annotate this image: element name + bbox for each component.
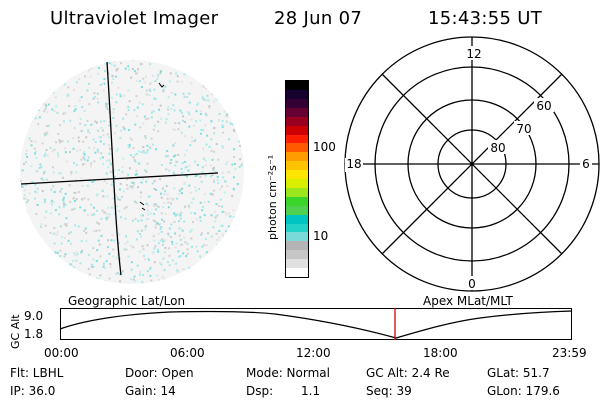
- observation-time: 15:43:55 UT: [428, 8, 543, 29]
- colorbar: [285, 80, 309, 278]
- mode-readout: Mode: Normal: [246, 366, 330, 380]
- dsp-value: 1.1: [301, 384, 321, 398]
- colorbar-segment: [286, 170, 308, 180]
- lat-label-60: 60: [536, 99, 551, 113]
- mlt-label-12: 12: [466, 47, 481, 61]
- time-tick-1200: 12:00: [296, 346, 331, 360]
- colorbar-segment: [286, 152, 308, 162]
- coast-mark-north: [158, 82, 165, 88]
- colorbar-segment: [286, 259, 308, 269]
- gain-readout: Gain: 14: [125, 384, 176, 398]
- colorbar-segment: [286, 116, 308, 126]
- apex-mlat-mlt-label: Apex MLat/MLT: [423, 294, 513, 308]
- lat-label-80: 80: [490, 141, 505, 155]
- colorbar-segment: [286, 268, 308, 277]
- colorbar-segment: [286, 241, 308, 251]
- y-tick-1.8: 1.8: [24, 327, 44, 341]
- uv-image-disc: [20, 60, 244, 284]
- colorbar-segment: [286, 89, 308, 99]
- time-tick-0600: 06:00: [170, 346, 205, 360]
- gc-alt-timeline: [59, 308, 573, 340]
- colorbar-segment: [286, 143, 308, 153]
- colorbar-segment: [286, 179, 308, 188]
- colorbar-tick-10: 10: [313, 229, 329, 243]
- polar-diag-2: [381, 73, 563, 255]
- colorbar-tick-100: 100: [313, 140, 336, 154]
- instrument-title: Ultraviolet Imager: [50, 8, 219, 29]
- timeline-frame: [60, 308, 572, 340]
- dsp-label: Dsp:: [246, 384, 274, 398]
- svg-text:GC Alt: GC Alt: [9, 314, 22, 349]
- mlt-label-0: 0: [468, 277, 476, 291]
- colorbar-segment: [286, 223, 308, 233]
- colorbar-segment: [286, 125, 308, 135]
- colorbar-segment: [286, 205, 308, 215]
- glat-readout: GLat: 51.7: [487, 366, 550, 380]
- gc-alt-curve: [59, 310, 573, 339]
- colorbar-segment: [286, 161, 308, 171]
- time-tick-2359: 23:59: [552, 346, 587, 360]
- ip-readout: IP: 36.0: [10, 384, 56, 398]
- colorbar-segment: [286, 196, 308, 206]
- y-tick-9: 9.0: [24, 309, 44, 323]
- svg-text:photon cm⁻²s⁻¹: photon cm⁻²s⁻¹: [266, 155, 279, 240]
- mlt-label-18: 18: [346, 157, 361, 171]
- lat-label-70: 70: [516, 122, 531, 136]
- geographic-lat-lon-label: Geographic Lat/Lon: [68, 294, 186, 308]
- door-readout: Door: Open: [125, 366, 194, 380]
- colorbar-segment: [286, 232, 308, 242]
- coast-mark-south: [139, 201, 146, 211]
- colorbar-segment: [286, 187, 308, 197]
- colorbar-segment: [286, 250, 308, 260]
- colorbar-segment: [286, 98, 308, 108]
- colorbar-segment: [286, 107, 308, 117]
- seq-readout: Seq: 39: [366, 384, 412, 398]
- colorbar-unit-label: photon cm⁻²s⁻¹: [266, 155, 279, 240]
- colorbar-segment: [286, 214, 308, 224]
- gc-alt-axis-label: GC Alt: [9, 314, 22, 349]
- time-tick-0000: 00:00: [44, 346, 79, 360]
- colorbar-segment: [286, 81, 308, 90]
- glon-readout: GLon: 179.6: [487, 384, 560, 398]
- time-tick-1800: 18:00: [423, 346, 458, 360]
- colorbar-segment: [286, 134, 308, 144]
- filter-readout: Flt: LBHL: [10, 366, 64, 380]
- parallel-line: [20, 172, 219, 185]
- mlt-label-6: 6: [582, 157, 590, 171]
- observation-date: 28 Jun 07: [274, 8, 363, 29]
- uv-image: [20, 60, 244, 284]
- polar-plot: 12 18 6 0 60 70 80: [344, 36, 600, 292]
- gc-alt-readout: GC Alt: 2.4 Re: [366, 366, 450, 380]
